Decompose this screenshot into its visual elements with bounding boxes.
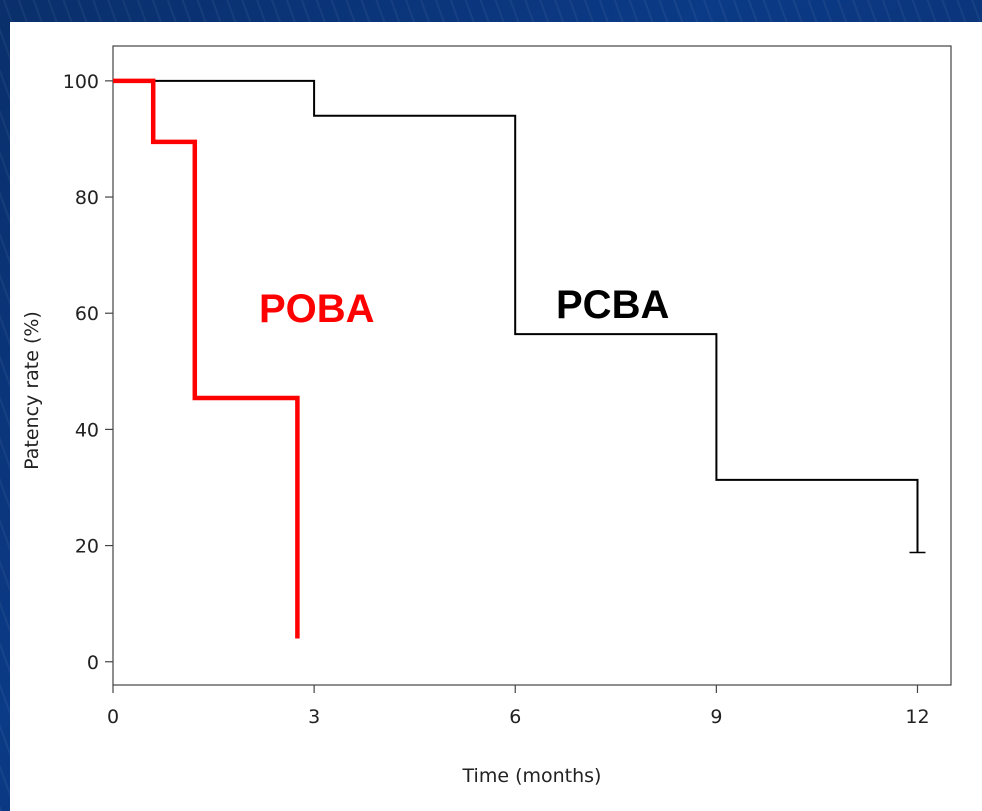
- y-tick-label-2: 40: [75, 419, 99, 441]
- y-tick-label-4: 80: [75, 187, 99, 209]
- y-tick-label-0: 0: [87, 652, 99, 674]
- y-axis-title: Patency rate (%): [21, 311, 43, 470]
- series-line-poba: [113, 78, 300, 639]
- series-label-pcba: PCBA: [556, 283, 669, 327]
- x-tick-label-3: 9: [710, 706, 722, 728]
- x-axis-title: Time (months): [462, 765, 602, 787]
- x-tick-label-4: 12: [905, 706, 929, 728]
- chart-panel: 0 3 6 9 12 0 20 40 60 80 100 Time (months) Patenc…: [10, 22, 982, 811]
- x-axis: 0 3 6 9 12: [107, 685, 930, 728]
- series-line-pcba: [113, 79, 919, 553]
- x-tick-label-0: 0: [107, 706, 119, 728]
- plot-frame: [112, 45, 952, 686]
- y-tick-label-3: 60: [75, 303, 99, 325]
- survival-chart: 0 3 6 9 12 0 20 40 60 80 100 Time (months) Patenc…: [21, 45, 952, 787]
- series-layer: [113, 78, 926, 639]
- y-tick-label-1: 20: [75, 536, 99, 558]
- series-label-poba: POBA: [259, 287, 375, 331]
- x-tick-label-1: 3: [308, 706, 320, 728]
- x-tick-label-2: 6: [509, 706, 521, 728]
- y-tick-label-5: 100: [63, 71, 99, 93]
- y-axis: 0 20 40 60 80 100: [63, 71, 113, 674]
